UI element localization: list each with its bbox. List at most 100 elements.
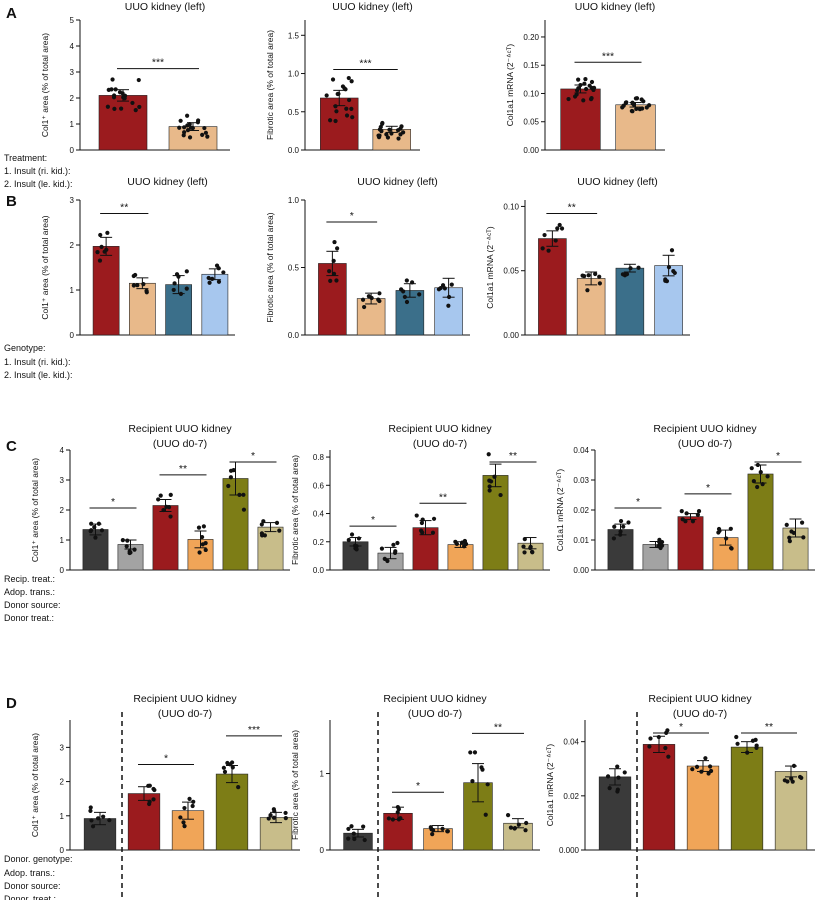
data-point (221, 270, 226, 275)
data-point (735, 741, 740, 746)
data-point (557, 222, 562, 228)
data-point (333, 118, 338, 124)
data-point (589, 96, 594, 101)
data-point (98, 232, 103, 238)
data-point (553, 238, 558, 243)
y-axis-label: Fibrotic area (% of total area) (290, 455, 300, 565)
y-tick-label: 0 (60, 566, 65, 575)
data-point (454, 541, 459, 547)
data-point (228, 475, 233, 480)
significance-label: * (636, 496, 640, 508)
data-point (480, 767, 485, 772)
data-point (376, 297, 381, 302)
data-point (221, 765, 226, 770)
data-point (612, 524, 617, 529)
y-tick-label: 0.0 (288, 331, 300, 340)
data-point (787, 535, 792, 540)
data-point (334, 278, 339, 283)
y-tick-label: 1 (320, 770, 325, 779)
y-tick-label: 1.0 (288, 70, 300, 79)
significance-label: ** (509, 450, 517, 462)
y-tick-label: 2 (60, 506, 65, 515)
significance-label: ** (765, 721, 773, 733)
data-point (559, 226, 565, 231)
condition-label: Donor treat.: (4, 613, 54, 623)
y-tick-label: 2 (70, 94, 75, 103)
data-point (717, 528, 722, 534)
data-point (205, 134, 210, 139)
panel-letter: A (6, 5, 17, 22)
y-tick-label: 0.05 (523, 118, 539, 127)
y-tick-label: 2 (60, 778, 65, 787)
data-point (618, 518, 624, 524)
data-point (112, 106, 117, 111)
data-point (542, 232, 547, 238)
data-point (690, 767, 695, 772)
y-tick-label: 0.00 (503, 331, 519, 340)
bar (447, 544, 474, 571)
bar (538, 238, 567, 336)
data-point (429, 827, 434, 832)
significance-label: ** (120, 202, 128, 214)
y-axis-label: Col1a1 mRNA (2⁻ᐞᶜᵀ) (505, 44, 515, 127)
data-point (566, 96, 571, 102)
data-point (156, 497, 161, 502)
data-point (420, 517, 425, 522)
data-point (349, 532, 355, 537)
data-point (344, 113, 350, 118)
data-point (259, 522, 264, 527)
chart-A-2: 0.0 0.5 1.0 1.5 Fibrotic area (% of total ar… (265, 1, 420, 155)
data-point (168, 514, 173, 519)
data-point (97, 258, 103, 263)
data-point (272, 809, 277, 814)
data-point (356, 536, 362, 541)
condition-label: Treatment: (4, 153, 47, 163)
y-axis-label: Col1⁺ area (% of total area) (40, 33, 50, 137)
bar (642, 544, 669, 571)
data-point (621, 524, 626, 529)
data-point (498, 492, 503, 498)
y-tick-label: 0.20 (523, 33, 539, 42)
data-point (236, 785, 241, 790)
data-point (216, 279, 222, 284)
data-point (615, 789, 620, 794)
chart-title: UUO kidney (left) (332, 1, 413, 13)
data-point (572, 94, 578, 99)
data-point (584, 86, 589, 92)
y-tick-label: 1.0 (288, 196, 300, 205)
data-point (630, 101, 635, 106)
chart-title: Recipient UUO kidney (648, 693, 752, 705)
significance-label: * (706, 482, 710, 494)
data-point (324, 93, 329, 98)
data-point (182, 125, 187, 130)
data-point (707, 764, 713, 769)
data-point (200, 542, 205, 547)
significance-label: * (111, 496, 115, 508)
data-point (330, 77, 336, 82)
data-point (120, 91, 125, 96)
data-point (630, 109, 635, 114)
data-point (346, 836, 351, 841)
data-point (522, 550, 527, 555)
data-point (472, 750, 478, 755)
data-point (663, 745, 668, 751)
y-tick-label: 3 (70, 196, 75, 205)
data-point (207, 280, 212, 285)
data-point (684, 511, 689, 516)
chart-title: UUO kidney (left) (357, 176, 438, 188)
data-point (755, 484, 760, 490)
y-tick-label: 0.03 (573, 476, 589, 485)
chart-title: UUO kidney (left) (577, 176, 658, 188)
data-point (436, 287, 442, 292)
chart-title: UUO kidney (left) (127, 176, 208, 188)
data-point (583, 77, 588, 82)
data-point (417, 292, 422, 297)
data-point (88, 805, 93, 810)
data-point (237, 492, 242, 497)
y-tick-label: 0.10 (523, 89, 539, 98)
data-point (226, 483, 231, 489)
data-point (395, 128, 401, 133)
data-point (379, 129, 384, 134)
data-point (801, 535, 806, 540)
bar (320, 97, 359, 151)
